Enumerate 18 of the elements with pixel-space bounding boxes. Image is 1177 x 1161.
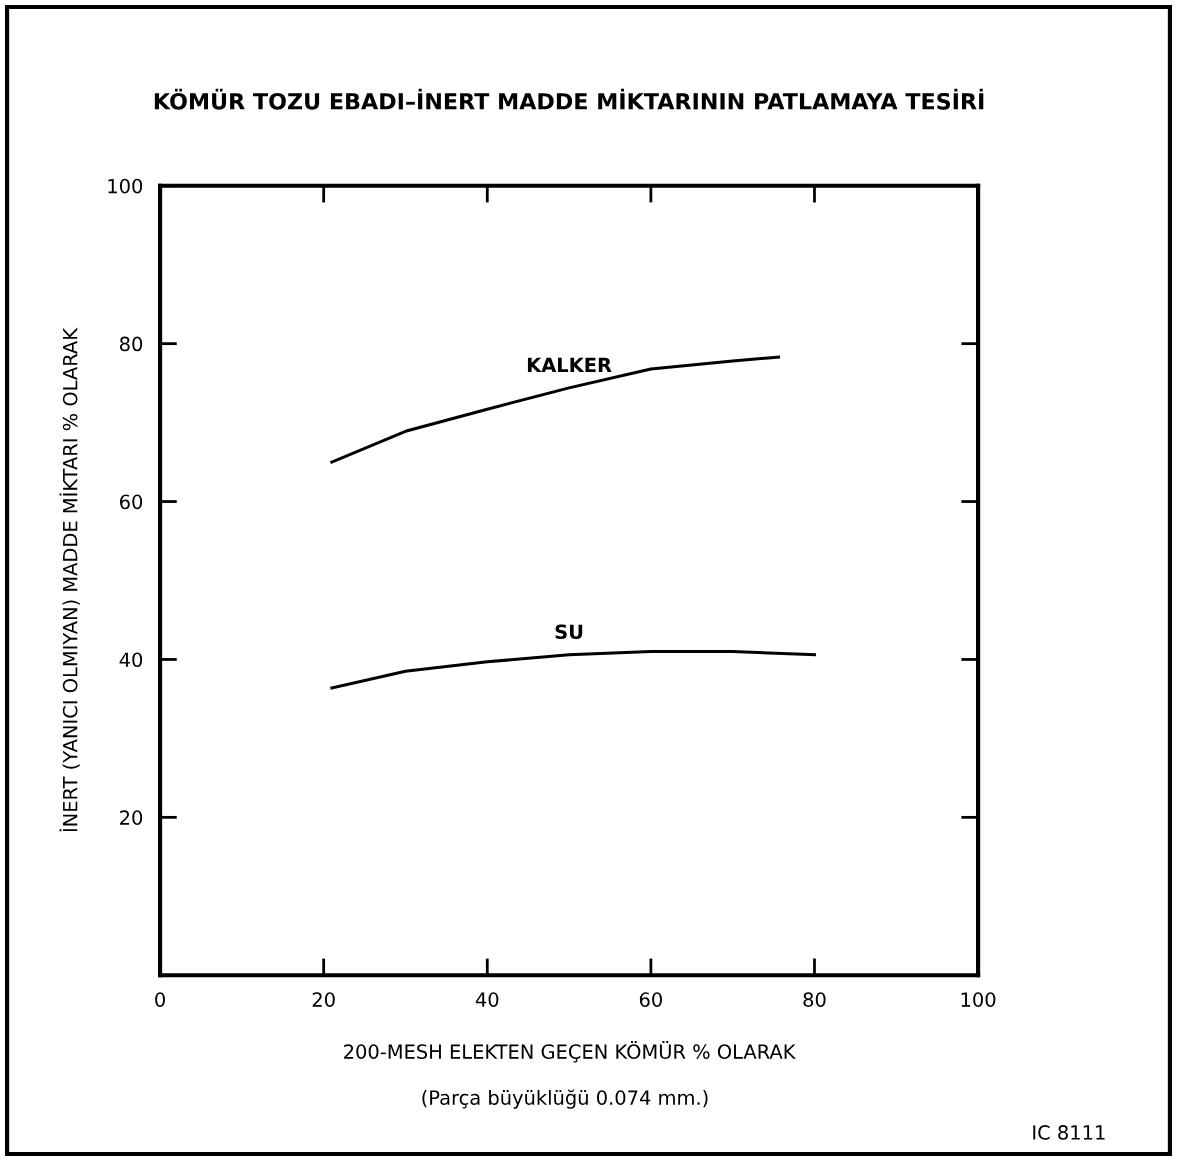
text: IC 8111: [1033, 1125, 1105, 1140]
x-tick-label: 60: [639, 992, 662, 1007]
text: (Parça büyüklüğü 0.074 mm.): [422, 1089, 708, 1109]
series-label: SU: [555, 624, 583, 640]
y-tick-label: 40: [119, 652, 143, 668]
y-tick-label: 80: [119, 336, 143, 352]
x-tick-label: 80: [803, 992, 826, 1007]
y-tick-label: 100: [108, 178, 143, 194]
x-axis-title: 200-MESH ELEKTEN GEÇEN KÖMÜR % OLARAK: [344, 1040, 796, 1063]
x-tick-label: 20: [312, 992, 335, 1007]
y-tick-label: 60: [120, 494, 143, 510]
x-tick-label: 0: [155, 992, 165, 1007]
y-tick-label: 20: [120, 810, 143, 826]
series-label: KALKER: [527, 357, 612, 372]
x-tick-label: 100: [961, 992, 996, 1007]
x-tick-label: 40: [475, 992, 499, 1007]
y-axis-title: İNERT (YANICI OLMIYAN) MADDE MİKTARI % OLARAK: [59, 327, 80, 832]
chart-title: KÖMÜR TOZU EBADI–İNERT MADDE MİKTARININ PATLAMAYA TESİRİ: [154, 88, 984, 110]
